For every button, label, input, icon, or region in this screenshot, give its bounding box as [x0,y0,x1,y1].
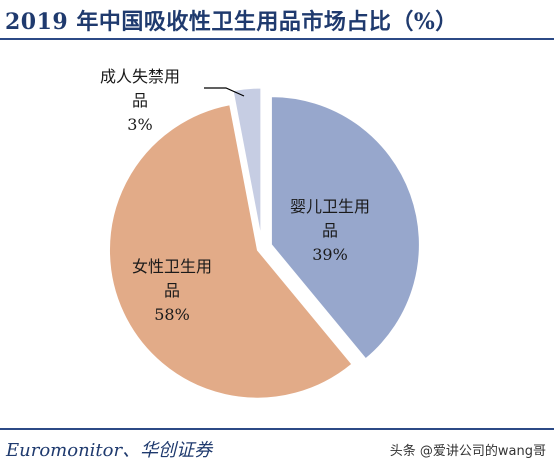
slice-category-label: 品 [164,281,180,300]
leader-line [204,87,245,97]
slice-category-label: 品 [322,221,338,240]
slice-category-label: 婴儿卫生用 [290,197,370,216]
pie-slice [270,96,420,360]
watermark-text: 头条 @爱讲公司的wang哥 [389,444,546,459]
footer-rule [0,428,554,430]
pie-slice [109,104,353,399]
slice-category-label: 品 [132,91,148,110]
title-rule [0,38,554,40]
slice-category-label: 成人失禁用 [100,67,180,86]
slice-value-label: 39% [312,245,348,264]
slice-category-label: 女性卫生用 [132,257,212,276]
source-text: Euromonitor、华创证券 [6,440,213,461]
slice-value-label: 58% [154,305,190,324]
chart-title: 2019 年中国吸收性卫生用品市场占比（%） [5,9,458,35]
slice-value-label: 3% [127,115,152,134]
